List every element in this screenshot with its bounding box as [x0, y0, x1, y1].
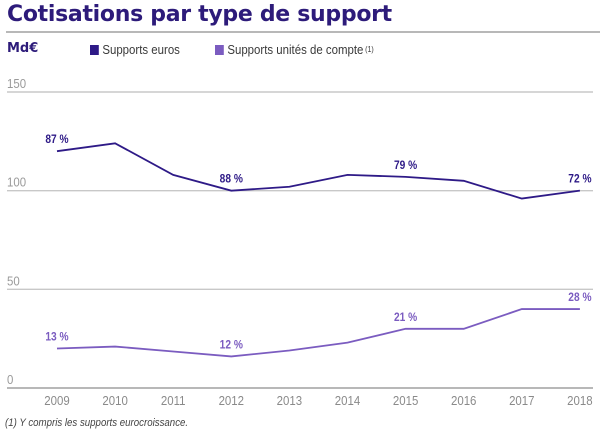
x-tick-label: 2009	[44, 393, 70, 408]
data-label-supports-uc: 12 %	[220, 339, 243, 352]
x-tick-label: 2016	[451, 393, 477, 408]
series-line-supports-uc	[56, 308, 580, 358]
y-tick-label: 100	[7, 175, 26, 190]
legend-item-supports-uc: Supports unités de compte (1)	[215, 42, 374, 57]
legend-swatch-supports-uc	[215, 44, 224, 55]
x-tick-label: 2011	[161, 393, 186, 408]
x-tick-label: 2017	[509, 393, 535, 408]
footnote: (1) Y compris les supports eurocroissanc…	[5, 417, 189, 429]
legend-item-supports-euros: Supports euros	[90, 42, 180, 57]
y-axis-unit: Md€	[7, 41, 39, 56]
chart-title: Cotisations par type de support	[7, 2, 392, 27]
x-tick-label: 2013	[277, 393, 303, 408]
legend-swatch-supports-euros	[90, 44, 99, 55]
data-label-supports-uc: 21 %	[394, 311, 417, 324]
x-tick-label: 2018	[567, 393, 593, 408]
x-tick-label: 2015	[393, 393, 419, 408]
data-label-supports-euros: 79 %	[394, 159, 417, 172]
x-tick-label: 2014	[335, 393, 361, 408]
data-label-supports-euros: 72 %	[568, 173, 591, 186]
data-label-supports-euros: 87 %	[45, 134, 68, 147]
x-tick-label: 2010	[102, 393, 128, 408]
y-tick-label: 150	[7, 76, 26, 91]
data-label-supports-uc: 28 %	[568, 291, 591, 304]
title-divider	[6, 31, 600, 33]
x-tick-label: 2012	[219, 393, 245, 408]
y-tick-label: 0	[7, 372, 14, 387]
legend-label-supports-euros: Supports euros	[102, 42, 180, 57]
y-tick-label: 50	[7, 274, 20, 289]
series-line-supports-euros	[56, 142, 581, 200]
legend-label-supports-uc: Supports unités de compte	[227, 42, 364, 57]
legend-footnote-ref: (1)	[365, 45, 374, 54]
data-label-supports-euros: 88 %	[220, 173, 243, 186]
data-label-supports-uc: 13 %	[45, 331, 68, 344]
